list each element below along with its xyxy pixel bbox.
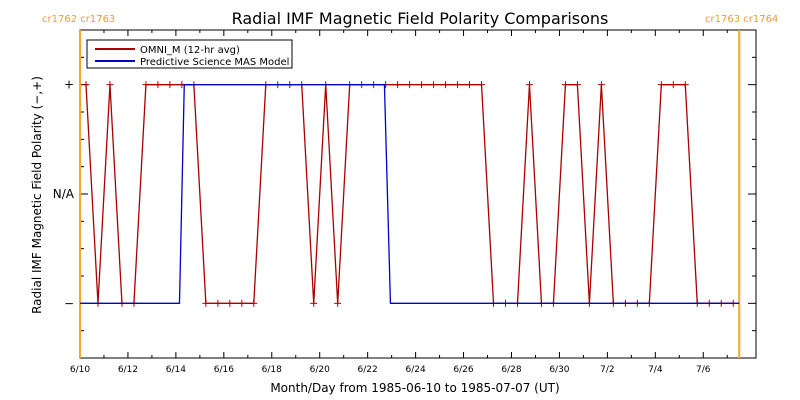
data-point (681, 81, 689, 89)
data-point (561, 81, 569, 89)
y-axis-label: Radial IMF Magnetic Field Polarity (−,+) (30, 76, 44, 314)
data-point (394, 81, 402, 89)
data-point (166, 81, 174, 89)
data-point (442, 81, 450, 89)
data-point (525, 81, 533, 89)
x-axis-label: Month/Day from 1985-06-10 to 1985-07-07 … (270, 381, 559, 395)
x-tick-label: 6/12 (118, 365, 138, 375)
x-tick-label: 7/6 (696, 365, 711, 375)
x-tick-label: 6/22 (358, 365, 378, 375)
y-tick-label: N/A (53, 187, 75, 201)
x-tick-label: 6/30 (549, 365, 569, 375)
data-point (406, 81, 414, 89)
x-tick-label: 6/26 (453, 365, 473, 375)
x-axis-ticks: 6/10 6/12 6/14 6/16 6/18 6/20 6/22 6/24 6/26 6/28… (70, 30, 728, 375)
x-tick-label: 6/24 (405, 365, 425, 375)
data-point (573, 81, 581, 89)
legend-label-mas: Predictive Science MAS Model (140, 57, 289, 68)
data-point (142, 81, 150, 89)
y-tick-label: + (64, 78, 74, 92)
x-tick-label: 7/4 (648, 365, 663, 375)
carrington-label-right: cr1763 cr1764 (705, 14, 778, 25)
legend-box (86, 39, 293, 69)
x-tick-label: 6/16 (214, 365, 234, 375)
series-line-1 (80, 84, 740, 304)
carrington-rotation-lines (79, 30, 741, 358)
data-point (154, 81, 162, 89)
data-point (214, 299, 222, 307)
series-layer (80, 81, 740, 307)
data-point (466, 81, 474, 89)
data-point (310, 299, 318, 307)
x-tick-label: 6/18 (262, 365, 282, 375)
data-point (334, 299, 342, 307)
data-point (478, 81, 486, 89)
data-point (597, 81, 605, 89)
data-point (226, 299, 234, 307)
data-point (82, 81, 90, 89)
data-point (106, 81, 114, 89)
carrington-label-left: cr1762 cr1763 (42, 14, 115, 25)
data-point (238, 299, 246, 307)
legend-label-omni: OMNI_M (12-hr avg) (140, 45, 240, 56)
y-tick-label: − (64, 296, 74, 310)
data-point (454, 81, 462, 89)
data-point (669, 81, 677, 89)
data-point (418, 81, 426, 89)
x-tick-label: 6/28 (501, 365, 521, 375)
data-point (657, 81, 665, 89)
data-point (430, 81, 438, 89)
data-point (202, 299, 210, 307)
legend: OMNI_M (12-hr avg) Predictive Science MA… (86, 39, 293, 69)
x-tick-label: 6/14 (166, 365, 186, 375)
data-point (250, 299, 258, 307)
chart-title: Radial IMF Magnetic Field Polarity Compa… (232, 9, 609, 28)
x-tick-label: 7/2 (600, 365, 614, 375)
x-tick-label: 6/20 (310, 365, 330, 375)
x-tick-label: 6/10 (70, 365, 90, 375)
y-axis-ticks: + N/A − (53, 56, 756, 332)
